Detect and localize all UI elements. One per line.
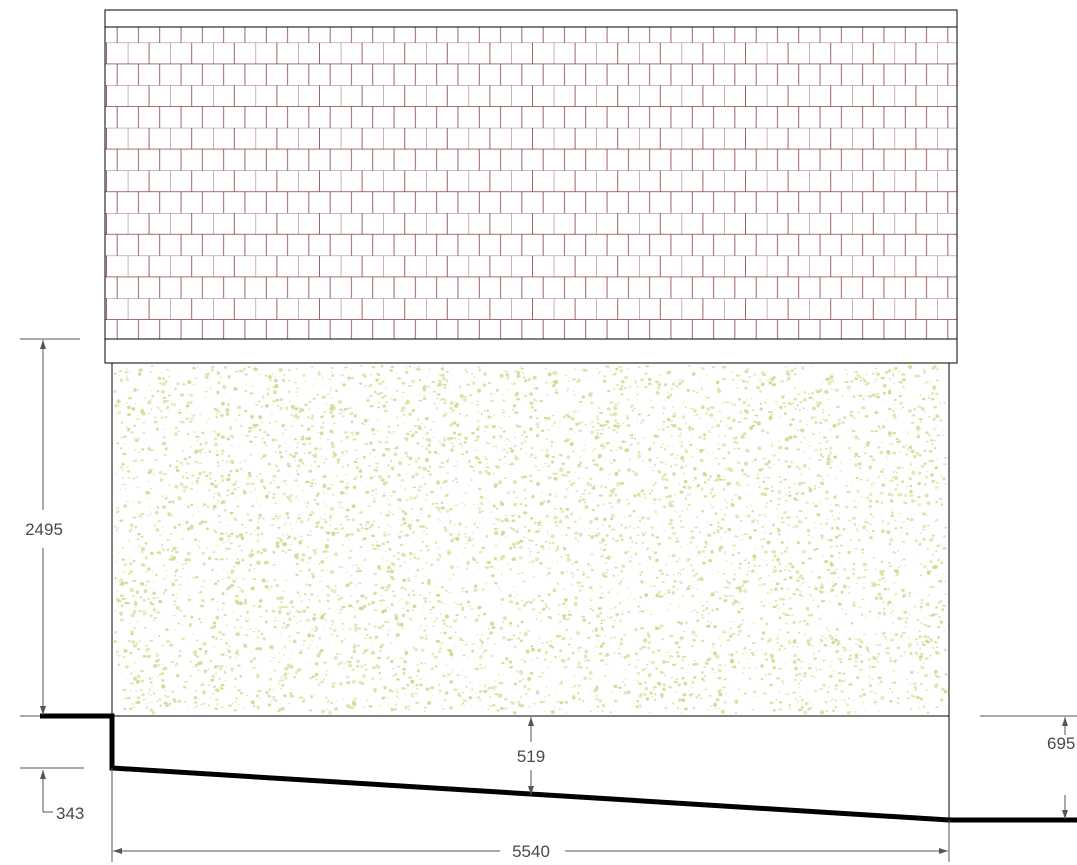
wall-length-label: 5540 <box>512 842 550 861</box>
dimension-wall-length: 5540 <box>111 768 950 862</box>
roof-block <box>104 9 958 364</box>
dimension-right-gap: 695 <box>980 715 1077 819</box>
render-wall-outline <box>111 362 950 717</box>
dimension-wall-height: 2495 <box>20 338 80 717</box>
render-speckle-texture <box>113 364 948 715</box>
center-gap-label: 519 <box>517 747 545 766</box>
step-height-label: 343 <box>56 804 84 823</box>
render-wall <box>111 362 950 717</box>
right-gap-label: 695 <box>1047 734 1075 753</box>
dimension-center-gap: 519 <box>517 717 545 795</box>
roof-tile-area <box>104 26 958 340</box>
ground-line <box>40 713 1077 823</box>
wall-height-label: 2495 <box>25 520 63 539</box>
dimension-step-height: 343 <box>20 767 84 823</box>
roof-top-trim <box>104 9 958 28</box>
roof-bottom-trim <box>104 338 958 364</box>
